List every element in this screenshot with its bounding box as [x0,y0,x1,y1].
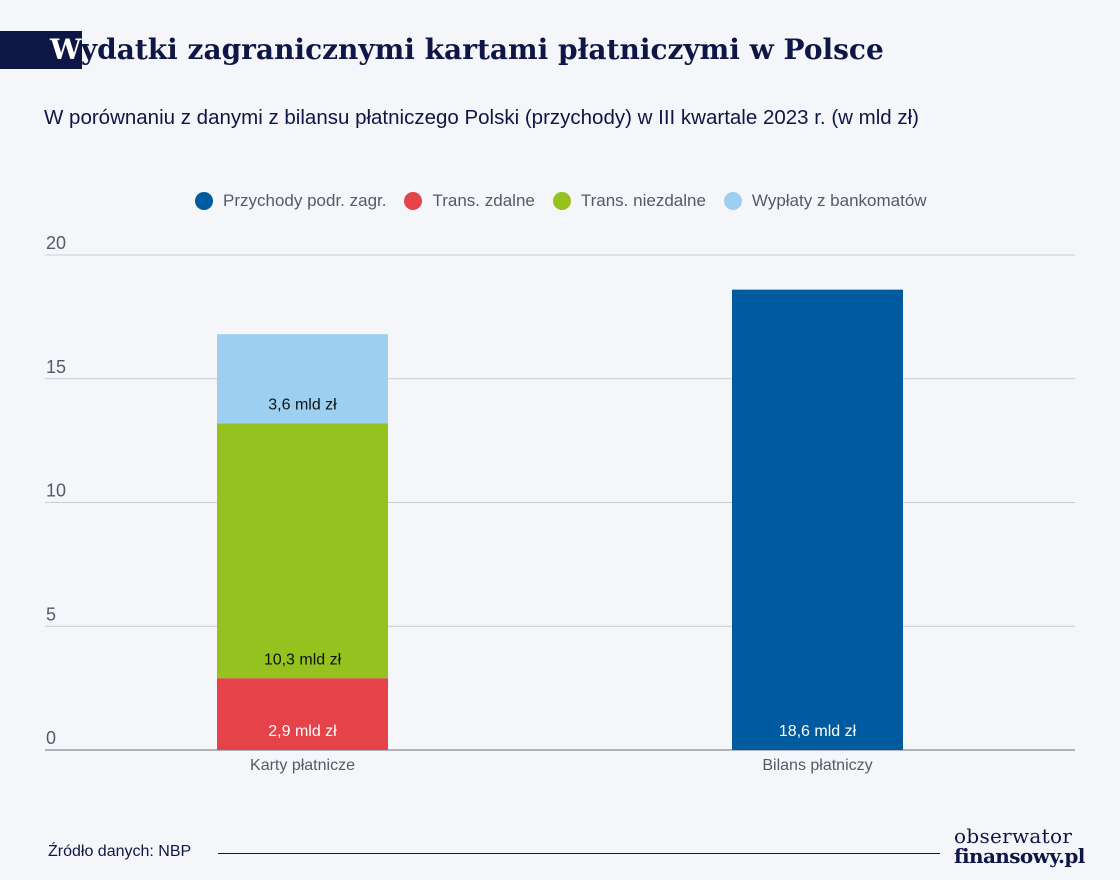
legend: Przychody podr. zagr. Trans. zdalne Tran… [195,188,945,214]
bar-segment [217,423,388,679]
logo-line2: finansowy.pl [954,844,1085,868]
legend-dot-przychody [195,192,213,210]
data-label: 3,6 mld zł [268,397,337,414]
legend-item-niezdalne: Trans. niezdalne [552,191,706,211]
y-tick-label: 0 [46,728,56,748]
brand-logo: obserwator finansowy.pl [954,826,1094,866]
bar-segment [732,289,903,750]
data-label: 10,3 mld zł [264,651,342,668]
y-tick-label: 15 [46,357,66,377]
title-rest: ydatki zagranicznymi kartami płatniczymi… [80,33,884,66]
y-tick-label: 10 [46,481,66,501]
chart-subtitle: W porównaniu z danymi z bilansu płatnicz… [44,106,920,129]
title-first-letter: W [50,33,81,66]
x-category-label: Bilans płatniczy [762,757,872,774]
legend-label-niezdalne: Trans. niezdalne [580,191,706,210]
y-tick-label: 20 [46,233,66,253]
title-accent-bar [0,31,82,69]
footer-divider [218,853,940,854]
legend-dot-niezdalne [552,192,571,210]
chart-title: Wydatki zagranicznymi kartami płatniczym… [50,30,884,70]
data-label: 18,6 mld zł [779,723,857,740]
legend-dot-bankomaty [723,192,742,210]
legend-item-przychody: Przychody podr. zagr. [195,191,386,211]
x-category-label: Karty płatnicze [250,757,355,774]
legend-dot-zdalne [404,192,423,210]
bar-segment [217,334,388,424]
legend-label-bankomaty: Wypłaty z bankomatów [751,191,927,210]
data-source: Źródło danych: NBP [48,843,192,860]
logo-line1: obserwator [954,824,1073,848]
legend-item-zdalne: Trans. zdalne [404,191,535,211]
legend-label-przychody: Przychody podr. zagr. [223,191,387,210]
legend-item-bankomaty: Wypłaty z bankomatów [723,191,927,211]
bar-segment [217,678,388,750]
data-label: 2,9 mld zł [268,723,337,740]
legend-label-zdalne: Trans. zdalne [432,191,535,210]
y-tick-label: 5 [46,604,56,624]
